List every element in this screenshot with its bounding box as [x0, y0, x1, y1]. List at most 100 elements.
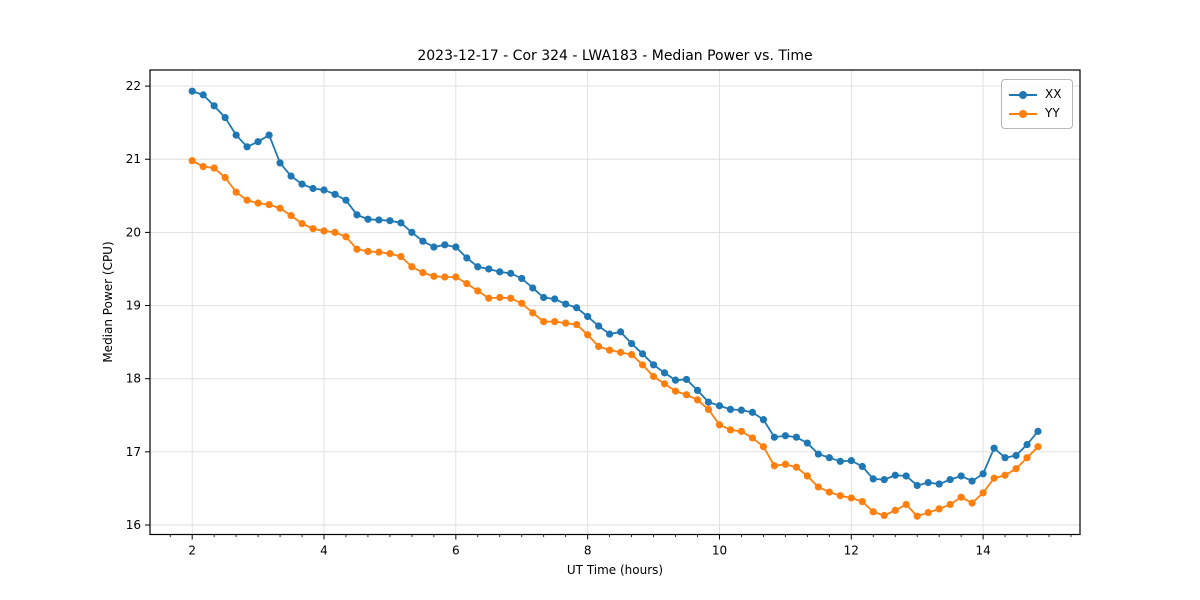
chart-title: 2023-12-17 - Cor 324 - LWA183 - Median P…: [417, 48, 813, 64]
data-point-yy: [199, 162, 207, 171]
data-point-xx: [968, 477, 976, 485]
data-point-yy: [836, 492, 844, 500]
data-point-yy: [408, 263, 416, 271]
data-point-xx: [628, 339, 636, 348]
data-point-yy: [364, 247, 372, 256]
data-point-yy: [781, 460, 789, 468]
legend: XX YY: [1001, 79, 1073, 129]
legend-line-sample-xx: [1009, 90, 1037, 99]
data-point-xx: [221, 113, 229, 122]
data-point-yy: [1023, 454, 1031, 462]
data-point-xx: [188, 87, 196, 95]
data-point-yy: [397, 252, 405, 261]
data-point-yy: [430, 272, 438, 280]
x-tick-label: 8: [584, 544, 592, 558]
data-point-yy: [715, 421, 724, 429]
series-line-xx: [191, 90, 1039, 487]
data-point-yy: [375, 248, 383, 256]
y-axis-label: Median Power (CPU): [101, 241, 115, 363]
data-point-yy: [649, 372, 658, 381]
data-point-xx: [1034, 427, 1042, 435]
data-point-xx: [243, 143, 251, 151]
data-point-xx: [638, 350, 647, 358]
data-point-xx: [485, 265, 493, 273]
data-point-yy: [935, 505, 943, 513]
data-point-yy: [858, 497, 866, 506]
data-point-yy: [320, 227, 328, 235]
data-point-xx: [814, 450, 822, 458]
data-point-xx: [704, 398, 713, 406]
data-point-yy: [441, 273, 449, 281]
data-point-xx: [1001, 454, 1009, 462]
data-point-yy: [617, 348, 625, 356]
data-point-xx: [935, 480, 943, 488]
data-point-yy: [847, 494, 855, 502]
data-point-yy: [496, 293, 504, 302]
data-point-yy: [474, 287, 482, 295]
data-point-yy: [759, 443, 768, 451]
data-point-xx: [649, 361, 658, 369]
legend-entry-yy: YY: [1009, 104, 1064, 123]
data-point-yy: [584, 331, 592, 339]
data-point-yy: [419, 269, 427, 277]
data-point-yy: [968, 499, 976, 507]
data-point-yy: [298, 220, 306, 228]
data-point-xx: [353, 211, 361, 219]
data-point-yy: [628, 350, 636, 359]
data-point-xx: [693, 386, 702, 394]
y-tick-label: 21: [126, 152, 141, 166]
data-point-yy: [682, 391, 691, 399]
data-point-yy: [737, 427, 746, 435]
legend-label: XX: [1045, 87, 1062, 101]
data-point-yy: [463, 280, 471, 288]
data-point-yy: [562, 319, 570, 327]
data-point-xx: [309, 184, 317, 193]
data-point-yy: [573, 320, 581, 329]
data-point-yy: [518, 299, 526, 307]
x-tick-label: 12: [844, 544, 859, 558]
data-point-xx: [386, 217, 394, 225]
data-point-xx: [803, 439, 811, 447]
data-point-yy: [693, 396, 702, 404]
data-point-xx: [891, 471, 899, 479]
data-point-yy: [606, 346, 614, 354]
data-point-xx: [210, 102, 218, 110]
data-point-xx: [584, 312, 592, 321]
data-point-yy: [452, 273, 460, 281]
data-point-yy: [540, 318, 548, 326]
data-point-yy: [946, 500, 954, 509]
data-point-xx: [913, 481, 921, 490]
y-tick-label: 22: [126, 79, 141, 93]
data-point-yy: [1034, 443, 1042, 451]
legend-line-sample-yy: [1009, 109, 1037, 118]
data-point-xx: [880, 476, 888, 484]
x-axis-label: UT Time (hours): [566, 563, 664, 577]
data-point-yy: [265, 201, 273, 209]
data-point-xx: [990, 444, 998, 452]
data-point-xx: [441, 241, 449, 249]
data-point-yy: [748, 434, 757, 442]
data-point-yy: [891, 506, 899, 514]
data-point-yy: [342, 233, 350, 241]
data-point-xx: [660, 369, 669, 377]
data-point-yy: [638, 361, 647, 369]
data-point-yy: [770, 462, 778, 470]
y-tick-label: 20: [126, 225, 141, 239]
data-point-xx: [617, 328, 625, 336]
data-point-yy: [990, 474, 998, 482]
data-point-yy: [276, 204, 284, 212]
data-point-xx: [726, 405, 735, 414]
data-point-xx: [287, 172, 295, 180]
data-point-yy: [386, 250, 394, 258]
data-point-yy: [979, 489, 987, 497]
y-tick-label: 16: [126, 518, 141, 532]
legend-marker-icon: [1019, 90, 1027, 99]
data-point-xx: [869, 475, 877, 483]
data-point-xx: [682, 375, 691, 384]
data-point-yy: [825, 488, 833, 496]
data-point-xx: [573, 304, 581, 312]
data-point-yy: [869, 508, 877, 516]
data-point-xx: [232, 131, 240, 139]
data-point-xx: [562, 300, 570, 308]
data-point-xx: [847, 457, 855, 465]
